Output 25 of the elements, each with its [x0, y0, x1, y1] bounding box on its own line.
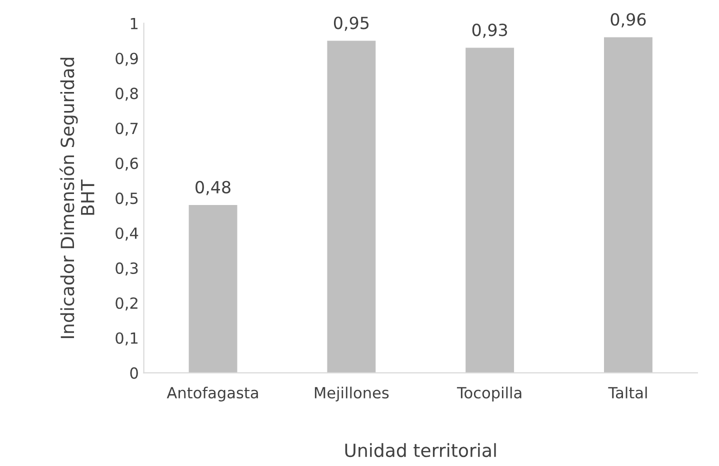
- y-tick-label: 0,4: [116, 227, 138, 241]
- data-label: 0,95: [334, 16, 369, 31]
- y-tick-label: 0,2: [116, 297, 138, 310]
- y-tick-label: 0,9: [116, 52, 138, 66]
- bar: [604, 37, 652, 373]
- y-tick-label: 0,6: [116, 158, 138, 171]
- y-axis-title: Indicador Dimensión Seguridad BHT: [60, 58, 94, 338]
- bar: [188, 205, 238, 373]
- y-tick-label: 1: [130, 18, 138, 30]
- y-tick-label: 0,8: [116, 88, 138, 101]
- x-tick-label: Mejillones: [314, 386, 389, 402]
- y-tick-label: 0,7: [116, 122, 138, 136]
- x-tick-label: Taltal: [608, 386, 647, 399]
- y-tick-label: 0: [130, 367, 138, 379]
- data-label: 0,93: [472, 24, 508, 38]
- x-axis-title: Unidad territorial: [345, 443, 496, 458]
- data-label: 0,96: [610, 13, 646, 28]
- bar: [466, 48, 514, 373]
- bar: [327, 40, 376, 373]
- x-tick-label: Antofagasta: [166, 386, 258, 402]
- y-tick-label: 0,3: [116, 262, 138, 276]
- y-tick-label: 0,5: [116, 192, 138, 206]
- y-tick-label: 0,1: [116, 332, 138, 346]
- data-label: 0,48: [196, 180, 230, 196]
- x-tick-label: Tocopilla: [456, 386, 522, 402]
